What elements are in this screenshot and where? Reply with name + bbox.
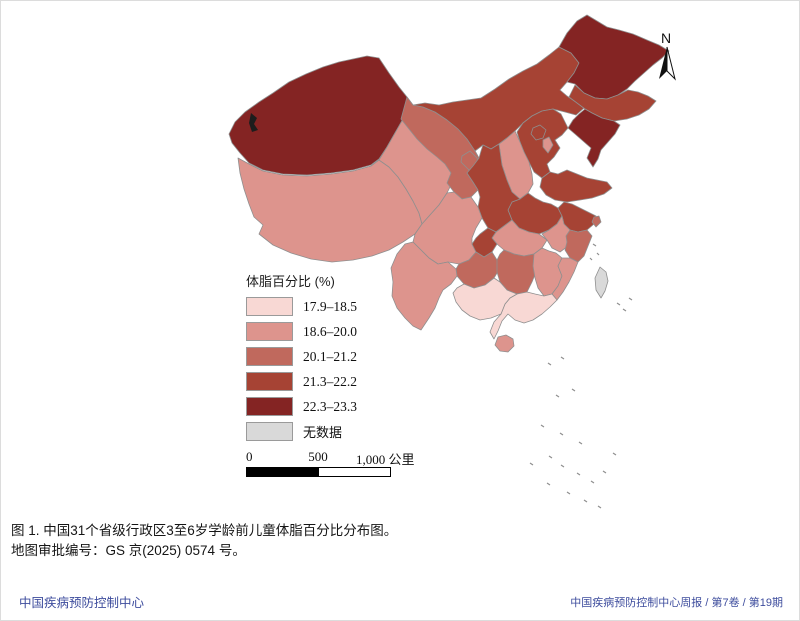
legend-item: 20.1–21.2 [246,347,357,366]
province-beijing [530,124,547,141]
province-heilongjiang [558,14,670,100]
legend-swatch [246,297,293,316]
province-tianjin [542,136,554,154]
legend-label: 无数据 [303,425,343,440]
legend-swatch [246,322,293,341]
north-needle-left [659,47,667,79]
province-liaoning [567,108,621,168]
legend-label: 20.1–21.2 [303,348,357,364]
figure-caption-line1: 图 1. 中国31个省级行政区3至6岁学龄前儿童体脂百分比分布图。 [11,523,398,538]
scalebar-tick-1000: 1,000 公里 [356,452,415,467]
footer-institution: 中国疾病预防控制中心 [19,596,145,610]
legend-label: 22.3–23.3 [303,398,357,414]
west-border-sliver [249,113,258,132]
province-fujian [551,257,579,301]
map-legend: 体脂百分比 (%) 17.9–18.5 18.6–20.0 20.1–21.2 … [246,271,357,447]
legend-swatch [246,397,293,416]
offshore-islands [529,243,633,509]
legend-item: 21.3–22.2 [246,372,357,391]
north-label: N [661,30,671,46]
scalebar-bar [246,467,391,477]
legend-label: 17.9–18.5 [303,298,357,314]
province-guangxi [452,277,518,321]
footer-journal-info: 中国疾病预防控制中心周报 / 第7卷 / 第19期 [570,597,783,609]
province-guangdong [489,291,558,340]
scalebar-segment-black [247,468,319,476]
legend-swatch [246,347,293,366]
legend-swatch [246,422,293,441]
legend-item: 无数据 [246,422,357,441]
scalebar-tick-500: 500 [308,449,328,464]
legend-label: 21.3–22.2 [303,373,357,389]
province-zhejiang [564,229,593,263]
figure-caption-line2: 地图审批编号：GS 京(2025) 0574 号。 [11,543,246,558]
scalebar-tick-0: 0 [246,449,253,464]
legend-item: 17.9–18.5 [246,297,357,316]
legend-label: 18.6–20.0 [303,323,357,339]
province-shanghai [591,215,602,228]
legend-item: 22.3–23.3 [246,397,357,416]
province-taiwan [594,266,609,299]
legend-swatch [246,372,293,391]
legend-item: 18.6–20.0 [246,322,357,341]
north-arrow: N [659,30,676,81]
map-scalebar: 0 500 1,000 公里 [246,449,415,477]
legend-title: 体脂百分比 (%) [246,274,335,289]
province-hainan [494,334,515,353]
scalebar-labels: 0 500 1,000 公里 [246,449,415,467]
province-yunnan [390,241,458,331]
north-needle-right [666,46,676,81]
scalebar-segment-white [319,468,390,476]
province-xinjiang [228,55,414,176]
province-shandong [539,169,613,203]
figure-caption: 图 1. 中国31个省级行政区3至6岁学龄前儿童体脂百分比分布图。 地图审批编号… [11,521,397,561]
province-xizang [237,157,423,263]
